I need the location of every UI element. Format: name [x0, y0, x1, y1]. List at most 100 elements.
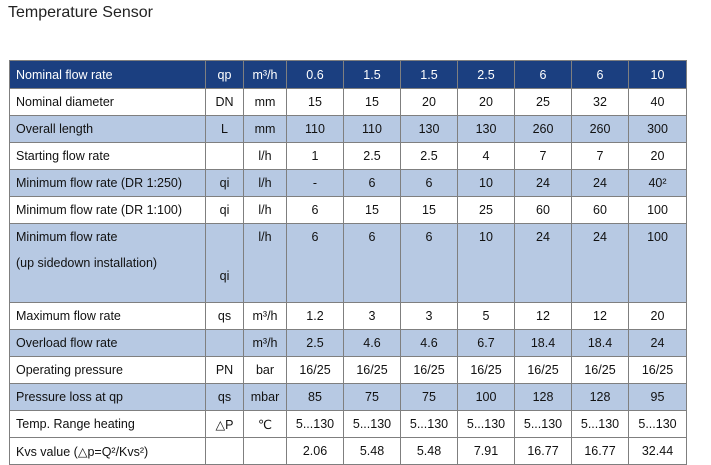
header-value: 10: [628, 60, 687, 89]
row-value: 5...130: [628, 410, 687, 438]
table-header-row: Nominal flow rate qp m³/h 0.6 1.5 1.5 2.…: [9, 60, 687, 89]
table-row: Temp. Range heating △P ℃ 5...130 5...130…: [9, 410, 687, 438]
row-value: 5: [457, 302, 515, 330]
table-row: Overall length L mm 110 110 130 130 260 …: [9, 115, 687, 143]
header-label: Nominal flow rate: [9, 60, 206, 89]
row-value: 75: [343, 383, 401, 411]
row-value: 2.5: [286, 329, 344, 357]
row-value: 6: [400, 223, 458, 303]
row-value: 4.6: [400, 329, 458, 357]
row-value: 16/25: [343, 356, 401, 384]
row-value: 24: [628, 329, 687, 357]
row-value: 18.4: [514, 329, 572, 357]
header-value: 6: [571, 60, 629, 89]
row-symbol: DN: [205, 88, 244, 116]
header-unit: m³/h: [243, 60, 287, 89]
row-value: 128: [571, 383, 629, 411]
row-label: Maximum flow rate: [9, 302, 206, 330]
row-symbol: qs: [205, 383, 244, 411]
row-unit: l/h: [243, 169, 287, 197]
row-value: 75: [400, 383, 458, 411]
row-value: 20: [628, 142, 687, 170]
row-value: 40²: [628, 169, 687, 197]
row-value: 32: [571, 88, 629, 116]
row-symbol: qi: [205, 223, 244, 303]
table-row: Starting flow rate l/h 1 2.5 2.5 4 7 7 2…: [9, 142, 687, 170]
row-value: 3: [400, 302, 458, 330]
table-row: Overload flow rate m³/h 2.5 4.6 4.6 6.7 …: [9, 329, 687, 357]
row-symbol: [205, 142, 244, 170]
header-value: 6: [514, 60, 572, 89]
table-row: Nominal diameter DN mm 15 15 20 20 25 32…: [9, 88, 687, 116]
row-value: 5.48: [343, 437, 401, 465]
table-row: Maximum flow rate qs m³/h 1.2 3 3 5 12 1…: [9, 302, 687, 330]
row-value: 1: [286, 142, 344, 170]
row-value: 100: [628, 196, 687, 224]
row-symbol: qi: [205, 169, 244, 197]
row-value: 20: [400, 88, 458, 116]
row-unit: ℃: [243, 410, 287, 438]
row-value: 1.2: [286, 302, 344, 330]
row-label: Temp. Range heating: [9, 410, 206, 438]
row-value: 5...130: [400, 410, 458, 438]
row-value: 12: [514, 302, 572, 330]
table-row: Minimum flow rate (DR 1:250) qi l/h - 6 …: [9, 169, 687, 197]
row-value: 110: [286, 115, 344, 143]
row-value: 15: [286, 88, 344, 116]
row-unit: mbar: [243, 383, 287, 411]
row-value: 20: [628, 302, 687, 330]
row-value: 25: [457, 196, 515, 224]
row-value: 4: [457, 142, 515, 170]
header-value: 0.6: [286, 60, 344, 89]
row-label: Minimum flow rate (up sidedown installat…: [9, 223, 206, 303]
row-value: 20: [457, 88, 515, 116]
row-value: 24: [571, 223, 629, 303]
row-label: Operating pressure: [9, 356, 206, 384]
row-symbol: [205, 329, 244, 357]
row-unit: l/h: [243, 223, 287, 303]
row-value: 16/25: [457, 356, 515, 384]
specification-table: Nominal flow rate qp m³/h 0.6 1.5 1.5 2.…: [9, 60, 687, 465]
row-value: 16/25: [571, 356, 629, 384]
header-value: 2.5: [457, 60, 515, 89]
row-symbol: qi: [205, 196, 244, 224]
row-value: 5...130: [571, 410, 629, 438]
header-symbol: qp: [205, 60, 244, 89]
row-value: 60: [514, 196, 572, 224]
row-unit: l/h: [243, 142, 287, 170]
row-label: Pressure loss at qp: [9, 383, 206, 411]
row-label: Kvs value (△p=Q²/Kvs²): [9, 437, 206, 465]
row-value: 5...130: [343, 410, 401, 438]
row-value: 6: [286, 223, 344, 303]
row-label-line: (up sidedown installation): [16, 256, 158, 270]
row-symbol: qs: [205, 302, 244, 330]
row-value: 7: [571, 142, 629, 170]
row-value: -: [286, 169, 344, 197]
header-value: 1.5: [343, 60, 401, 89]
row-value: 24: [514, 223, 572, 303]
row-value: 260: [514, 115, 572, 143]
row-label: Minimum flow rate (DR 1:100): [9, 196, 206, 224]
row-value: 95: [628, 383, 687, 411]
row-value: 2.5: [343, 142, 401, 170]
row-symbol: △P: [205, 410, 244, 438]
row-value: 16/25: [286, 356, 344, 384]
row-value: 2.5: [400, 142, 458, 170]
row-value: 10: [457, 169, 515, 197]
row-value: 24: [571, 169, 629, 197]
row-value: 130: [400, 115, 458, 143]
row-unit: m³/h: [243, 329, 287, 357]
row-value: 24: [514, 169, 572, 197]
row-value: 32.44: [628, 437, 687, 465]
row-value: 3: [343, 302, 401, 330]
row-value: 7: [514, 142, 572, 170]
row-value: 260: [571, 115, 629, 143]
row-value: 12: [571, 302, 629, 330]
row-label-line: Minimum flow rate: [16, 230, 118, 244]
row-value: 110: [343, 115, 401, 143]
row-value: 6: [343, 169, 401, 197]
row-value: 16/25: [514, 356, 572, 384]
page-title: Temperature Sensor: [8, 4, 153, 21]
row-unit: mm: [243, 88, 287, 116]
table-row: Pressure loss at qp qs mbar 85 75 75 100…: [9, 383, 687, 411]
